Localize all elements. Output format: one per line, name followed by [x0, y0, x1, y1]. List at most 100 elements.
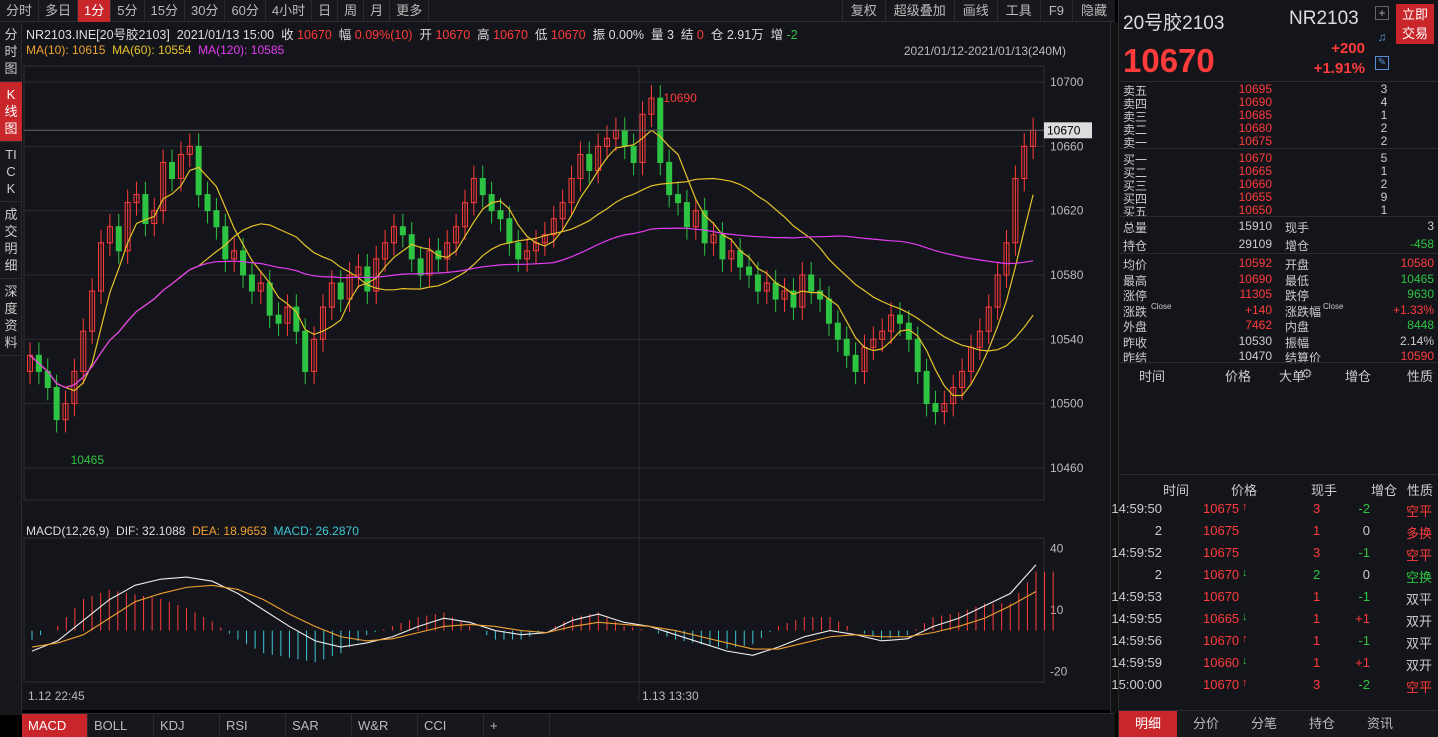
- bell-icon[interactable]: ♫: [1377, 30, 1387, 44]
- price-stat-row-1-value-1: 10690: [1238, 271, 1272, 286]
- toolbar-tool-1[interactable]: 超级叠加: [884, 0, 954, 22]
- trade-price: 10675: [1203, 545, 1240, 560]
- timeframe-tab-10[interactable]: 月: [364, 0, 391, 22]
- indicator-tabs: MACD BOLL KDJ RSI SAR W&R CCI +: [22, 713, 1115, 737]
- candle-body: [763, 282, 770, 292]
- toolbar-tool-4[interactable]: F9: [1039, 0, 1072, 22]
- candle-body: [959, 370, 966, 388]
- price-stat-row-4-label-2: 内盘: [1285, 320, 1310, 334]
- left-tab-0[interactable]: 分时图: [0, 22, 22, 82]
- candle-body: [231, 250, 238, 260]
- indicator-tab-w-r[interactable]: W&R: [352, 714, 418, 737]
- trade-nature: 空平: [1405, 680, 1432, 695]
- bid-price: 10665: [1238, 164, 1272, 178]
- timeframe-tab-7[interactable]: 4小时: [266, 0, 313, 22]
- left-tab-label-3: 成交明细: [4, 207, 18, 273]
- trade-row: 14:59:55 10665 ↓ 1 +1 双开: [1111, 608, 1432, 630]
- candle-body: [177, 153, 184, 180]
- candle-body: [852, 354, 859, 372]
- detail-tab-0[interactable]: 明细: [1119, 711, 1177, 737]
- gear-icon[interactable]: ⚙: [1301, 366, 1313, 381]
- trades-header: 时间 价格 现手 增仓 性质: [1119, 480, 1438, 498]
- ask-level-5: 卖五 10695 3: [1123, 82, 1434, 98]
- oi-value: 2.91万: [726, 28, 764, 42]
- detail-tab-2[interactable]: 分笔: [1250, 716, 1277, 731]
- macd-title: MACD(12,26,9): [26, 524, 110, 538]
- price-stat-row-4-value-2: 8448: [1407, 318, 1434, 332]
- timeframe-tab-11[interactable]: 更多: [390, 0, 430, 22]
- timeframe-tab-8[interactable]: 日: [312, 0, 339, 22]
- kline-chart[interactable]: 10700 10660 10620 10580 10540 10500 10460 10670…: [22, 22, 1110, 710]
- timeframe-tab-3[interactable]: 5分: [111, 0, 145, 22]
- trade-oi-change: -1: [1358, 633, 1370, 648]
- timeframe-tab-5[interactable]: 30分: [185, 0, 226, 22]
- candle-body: [648, 97, 655, 115]
- indicator-tab-macd[interactable]: MACD: [22, 714, 88, 737]
- trade-oi-change: -2: [1358, 677, 1370, 692]
- toolbar-tool-3[interactable]: 工具: [996, 0, 1040, 22]
- candle-body: [923, 370, 930, 405]
- candle-body: [133, 194, 140, 204]
- trade-oi-change: +1: [1355, 611, 1370, 626]
- toolbar-tool-0[interactable]: 复权: [841, 0, 885, 22]
- price-stat-row-0-value-2: 10580: [1400, 256, 1434, 270]
- dea-value: DEA: 18.9653: [192, 524, 267, 538]
- ask-level-3: 卖三 10685 1: [1123, 108, 1434, 124]
- ask-price: 10690: [1238, 95, 1272, 109]
- change-value: 0.09%(10): [354, 28, 413, 42]
- open-value: 10670: [435, 28, 471, 42]
- trade-nature: 双开: [1405, 658, 1432, 673]
- indicator-tab--[interactable]: +: [484, 714, 550, 737]
- detail-tab-1[interactable]: 分价: [1192, 716, 1219, 731]
- y-tick-label: 10660: [1050, 139, 1084, 153]
- price-stat-row-1-label-1: 最高: [1123, 273, 1148, 288]
- trade-now-button[interactable]: 立即交易: [1396, 4, 1434, 44]
- big-order-col-3: 增仓: [1345, 369, 1372, 384]
- trade-nature: 双平: [1405, 636, 1432, 651]
- bid-price: 10670: [1238, 151, 1272, 165]
- candle-body: [1003, 242, 1010, 276]
- price-stat-row-1-label-2: 最低: [1285, 273, 1310, 288]
- ma120-line: [29, 227, 1034, 389]
- trade-oi-change: 0: [1362, 523, 1370, 538]
- candle-body: [639, 113, 646, 163]
- ask-price: 10685: [1238, 108, 1272, 122]
- indicator-tab-rsi[interactable]: RSI: [220, 714, 286, 737]
- stat-row-1-label-1: 持仓: [1123, 239, 1148, 253]
- timeframe-tab-2[interactable]: 1分: [78, 0, 112, 22]
- macd-legend: MACD(12,26,9) DIF: 32.1088 DEA: 18.9653 …: [26, 524, 359, 538]
- candle-body: [524, 250, 531, 260]
- trade-volume: 3: [1313, 501, 1321, 516]
- stat-row-0-value-1: 15910: [1238, 219, 1272, 233]
- candle-body: [71, 370, 78, 405]
- timeframe-tab-1[interactable]: 多日: [39, 0, 79, 22]
- last-price: 10670: [1123, 42, 1215, 79]
- timeframe-tab-0[interactable]: 分时: [0, 0, 40, 22]
- chart-area[interactable]: NR2103.INE[20号胶2103] 2021/01/13 15:00 收 …: [22, 22, 1110, 710]
- add-watch-icon[interactable]: +: [1375, 6, 1389, 20]
- panel-divider[interactable]: [1110, 22, 1118, 713]
- detail-tab-3[interactable]: 持仓: [1308, 716, 1335, 731]
- left-tab-4[interactable]: 深度资料: [0, 279, 22, 356]
- timeframe-tab-9[interactable]: 周: [338, 0, 365, 22]
- indicator-tab-boll[interactable]: BOLL: [88, 714, 154, 737]
- toolbar-tool-5[interactable]: 隐藏: [1071, 0, 1115, 22]
- last-price-tag-bg: [1044, 122, 1092, 139]
- left-tab-2[interactable]: TICK: [0, 142, 22, 202]
- left-tab-3[interactable]: 成交明细: [0, 202, 22, 279]
- indicator-tab-cci[interactable]: CCI: [418, 714, 484, 737]
- edit-icon[interactable]: ✎: [1375, 56, 1389, 70]
- detail-tab-4[interactable]: 资讯: [1366, 716, 1393, 731]
- candle-body: [888, 314, 895, 332]
- ma10-legend: MA(10): 10615: [26, 43, 106, 57]
- timeframe-tab-4[interactable]: 15分: [145, 0, 185, 22]
- trade-time: 2: [1154, 567, 1162, 582]
- trade-row: 2 10675 1 0 多换: [1123, 520, 1432, 542]
- timeframe-tab-6[interactable]: 60分: [225, 0, 266, 22]
- indicator-tab-kdj[interactable]: KDJ: [154, 714, 220, 737]
- left-tab-1[interactable]: K线图: [0, 82, 22, 142]
- indicator-tab-sar[interactable]: SAR: [286, 714, 352, 737]
- trade-oi-change: -2: [1358, 501, 1370, 516]
- toolbar-tool-2[interactable]: 画线: [953, 0, 997, 22]
- bar-datetime: 2021/01/13 15:00: [176, 28, 275, 42]
